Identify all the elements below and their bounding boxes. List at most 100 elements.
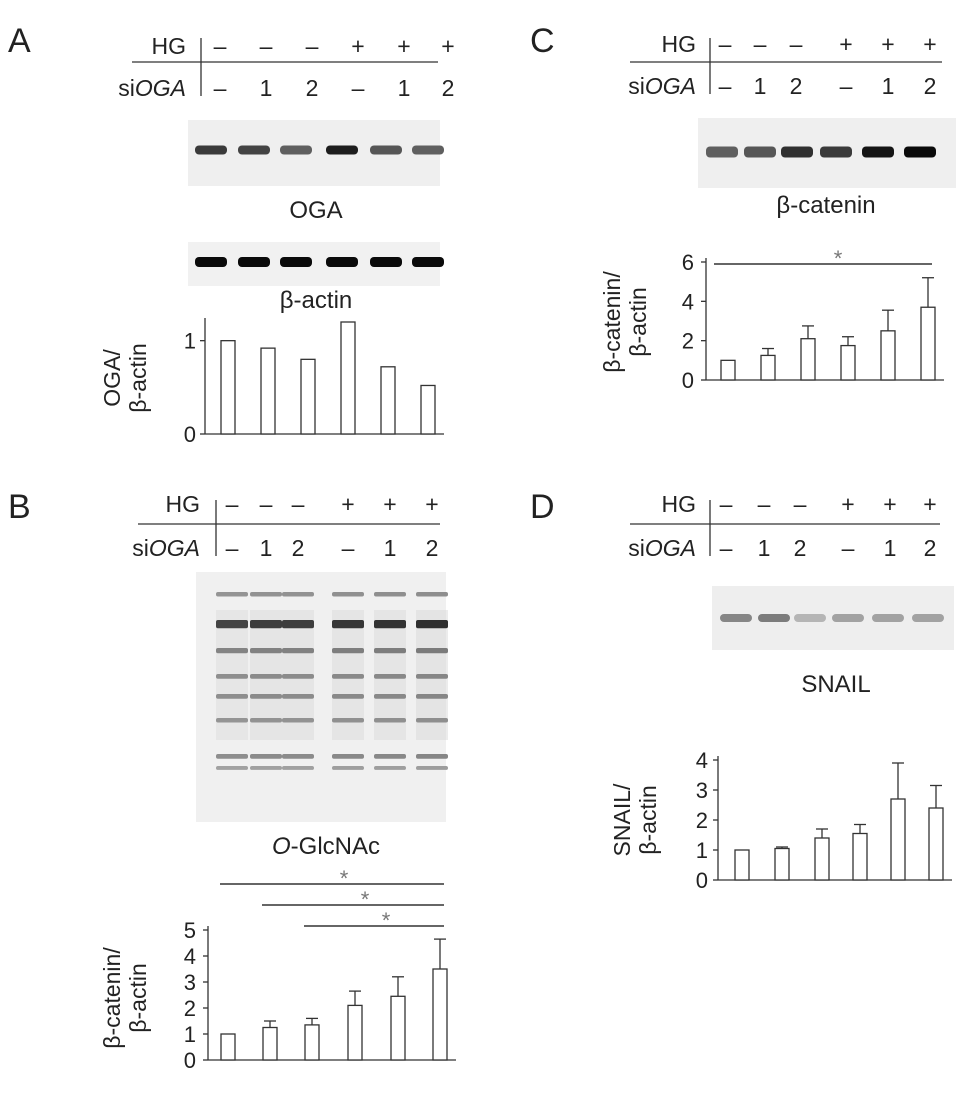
blot-band — [280, 257, 312, 267]
blot-band — [332, 754, 364, 759]
blot-band — [374, 694, 406, 699]
significance-star: * — [834, 246, 843, 271]
blot-lane — [374, 592, 406, 770]
blot-band — [872, 614, 904, 622]
blot-band — [238, 145, 270, 155]
y-axis-label: β-catenin/β-actin — [99, 947, 151, 1049]
bar — [262, 1026, 278, 1061]
blot-beta-catenin-label: β-catenin — [776, 192, 875, 219]
blot-lane — [416, 592, 448, 770]
panel-c: C HG siOGA – – – + + + –1 2–1 2 β-catenin 0 2 4 6 β-… — [480, 0, 969, 470]
significance-star: * — [361, 887, 370, 912]
blot-band — [416, 620, 448, 629]
blot-band — [370, 145, 402, 155]
sioga-label: siOGA — [118, 75, 186, 101]
blot-band — [216, 592, 248, 597]
blot-band — [250, 592, 282, 597]
hg-value: + — [441, 33, 454, 59]
sioga-value: 1 — [260, 75, 273, 101]
blot-band — [706, 146, 738, 158]
y-tick-label: 0 — [184, 422, 196, 447]
blot-oga-label: OGA — [289, 197, 342, 224]
blot-band — [280, 145, 312, 155]
y-tick-label: 5 — [184, 918, 196, 943]
panel-d-svg: D HG siOGA – – – + + +– 1 2–1 2 SNAIL 01234SNAIL… — [530, 488, 954, 893]
sioga-label: siOGA — [132, 535, 200, 561]
bar — [304, 1024, 320, 1061]
panel-c-svg: C HG siOGA – – – + + +– 1 2–1 2 β-catenin 0246β-… — [530, 22, 956, 393]
blot-band — [282, 592, 314, 597]
bar — [920, 306, 936, 381]
blot-band — [412, 257, 444, 267]
y-axis-label: OGA/β-actin — [99, 343, 151, 412]
sioga-gene: OGA — [135, 75, 186, 101]
panel-d: D HG siOGA – – – + + + –1 2–1 2 SNAIL 0 1 2 3 4 SNAIL… — [480, 470, 969, 1091]
blot-band — [374, 674, 406, 679]
header-values: – – – + + +– 1 2–1 2 — [719, 31, 937, 99]
bar — [720, 359, 736, 381]
blot-snail-label: SNAIL — [801, 671, 870, 698]
y-axis-label-line: β-catenin/ — [99, 947, 125, 1049]
bar — [380, 366, 396, 435]
blot-band — [282, 674, 314, 679]
y-axis-label-line: β-actin — [635, 785, 661, 854]
sioga-value: – — [842, 535, 855, 561]
bar — [734, 849, 750, 881]
blot-label-italic: O — [272, 833, 291, 860]
bar — [800, 338, 816, 381]
bar — [420, 384, 436, 435]
blot-snail: SNAIL — [712, 586, 954, 698]
y-axis-label-line: β-actin — [625, 287, 651, 356]
blot-band — [374, 592, 406, 597]
significance-star: * — [340, 866, 349, 891]
hg-label: HG — [662, 491, 697, 517]
bar — [260, 347, 276, 435]
blot-band — [195, 257, 227, 267]
blot-band — [250, 620, 282, 629]
blot-band — [374, 718, 406, 723]
y-tick-label: 3 — [696, 778, 708, 803]
panel-d-header: HG siOGA – – – + + +– 1 2–1 2 — [628, 491, 940, 561]
bar — [890, 798, 906, 881]
sioga-value: 2 — [794, 535, 807, 561]
y-axis-label-line: SNAIL/ — [609, 783, 635, 856]
panel-d-label: D — [530, 488, 555, 526]
sioga-gene: OGA — [645, 73, 696, 99]
blot-band — [416, 648, 448, 654]
sioga-value: 1 — [758, 535, 771, 561]
sioga-label: siOGA — [628, 73, 696, 99]
blot-band — [374, 620, 406, 629]
y-axis-label-line: OGA/ — [99, 349, 125, 407]
blot-beta-catenin-bands — [706, 146, 936, 158]
blot-band — [326, 145, 358, 155]
y-tick-label: 0 — [184, 1048, 196, 1073]
blot-band — [912, 614, 944, 622]
bar — [220, 1033, 236, 1061]
hg-value: + — [425, 491, 438, 517]
sioga-value: – — [352, 75, 365, 101]
blot-band — [904, 146, 936, 158]
blot-band — [250, 766, 282, 770]
blot-band — [216, 718, 248, 723]
sioga-value: 2 — [924, 535, 937, 561]
bar — [347, 1004, 363, 1061]
y-tick-label: 4 — [682, 289, 694, 314]
sioga-label: siOGA — [628, 535, 696, 561]
blot-band — [794, 614, 826, 622]
blot-band — [195, 145, 227, 155]
bar — [390, 995, 406, 1061]
blot-snail-bands — [720, 614, 944, 622]
hg-label: HG — [662, 31, 697, 57]
sioga-value: 2 — [292, 535, 305, 561]
blot-band — [374, 766, 406, 770]
blot-band — [412, 145, 444, 155]
significance-star: * — [382, 908, 391, 933]
hg-value: + — [923, 491, 936, 517]
hg-value: – — [226, 491, 239, 517]
panel-c-bar-chart: 0 2 4 6 β-catenin/β-actin * — [599, 246, 944, 393]
hg-label: HG — [152, 33, 187, 59]
y-tick-label: 0 — [696, 868, 708, 893]
bar — [852, 832, 868, 881]
blot-band — [332, 766, 364, 770]
bar — [760, 354, 776, 381]
